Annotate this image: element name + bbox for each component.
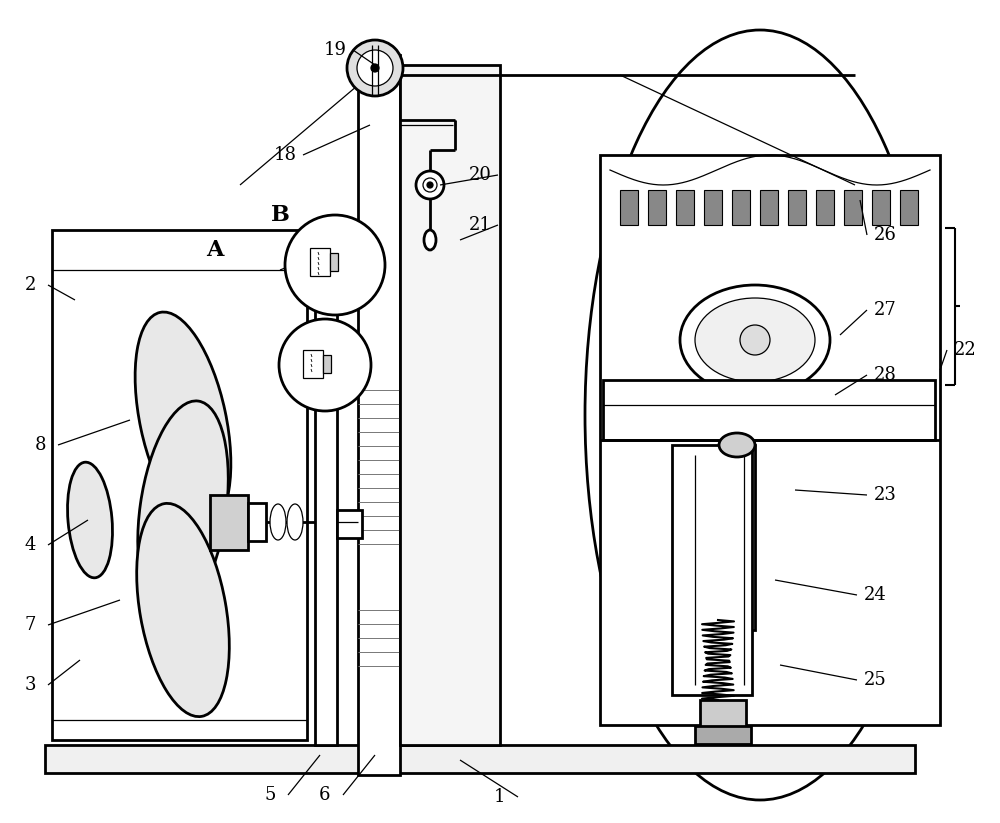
Text: A: A bbox=[206, 239, 224, 261]
Bar bbox=[872, 190, 890, 225]
Circle shape bbox=[740, 325, 770, 355]
Bar bbox=[720, 445, 755, 630]
Text: 25: 25 bbox=[864, 671, 886, 689]
Text: 7: 7 bbox=[24, 616, 36, 634]
Text: 18: 18 bbox=[274, 146, 296, 164]
Ellipse shape bbox=[424, 230, 436, 250]
Bar bbox=[45, 745, 915, 773]
Bar bbox=[844, 190, 862, 225]
Circle shape bbox=[416, 171, 444, 199]
Text: 6: 6 bbox=[319, 786, 331, 804]
Circle shape bbox=[357, 50, 393, 86]
Ellipse shape bbox=[141, 404, 225, 616]
Text: 3: 3 bbox=[24, 676, 36, 694]
Bar bbox=[323, 355, 331, 373]
Text: 8: 8 bbox=[34, 436, 46, 454]
Text: 2: 2 bbox=[24, 276, 36, 294]
Bar bbox=[672, 445, 752, 695]
Text: 28: 28 bbox=[874, 366, 896, 384]
Text: 19: 19 bbox=[324, 41, 347, 59]
Text: 20: 20 bbox=[469, 166, 491, 184]
Text: 5: 5 bbox=[264, 786, 276, 804]
Bar bbox=[210, 495, 248, 550]
Ellipse shape bbox=[140, 506, 226, 714]
Bar bbox=[330, 253, 338, 271]
Bar bbox=[732, 190, 750, 225]
Bar bbox=[310, 248, 330, 276]
Bar bbox=[303, 350, 323, 378]
Circle shape bbox=[285, 215, 385, 315]
Ellipse shape bbox=[138, 401, 228, 619]
Circle shape bbox=[427, 182, 433, 188]
Bar bbox=[676, 190, 694, 225]
Text: 24: 24 bbox=[864, 586, 886, 604]
Text: 23: 23 bbox=[874, 486, 896, 504]
Bar bbox=[358, 55, 400, 775]
Bar bbox=[603, 380, 935, 440]
Ellipse shape bbox=[695, 298, 815, 382]
Text: 27: 27 bbox=[874, 301, 896, 319]
Circle shape bbox=[279, 319, 371, 411]
Ellipse shape bbox=[138, 315, 228, 525]
Circle shape bbox=[347, 40, 403, 96]
Bar bbox=[648, 190, 666, 225]
Bar bbox=[788, 190, 806, 225]
Circle shape bbox=[371, 64, 379, 72]
Bar bbox=[760, 190, 778, 225]
Ellipse shape bbox=[287, 504, 303, 540]
Bar bbox=[695, 726, 751, 744]
Bar bbox=[680, 452, 744, 687]
Ellipse shape bbox=[68, 463, 112, 578]
Bar bbox=[363, 60, 395, 770]
Ellipse shape bbox=[137, 504, 229, 717]
Bar bbox=[704, 190, 722, 225]
Bar bbox=[700, 700, 746, 728]
Bar bbox=[600, 155, 940, 725]
Bar bbox=[248, 503, 266, 541]
Bar bbox=[315, 245, 337, 745]
Ellipse shape bbox=[135, 312, 231, 528]
Bar bbox=[337, 510, 362, 538]
Text: 21: 21 bbox=[469, 216, 491, 234]
Text: 22: 22 bbox=[954, 341, 976, 359]
Text: 26: 26 bbox=[874, 226, 896, 244]
Ellipse shape bbox=[585, 30, 935, 800]
Ellipse shape bbox=[719, 433, 755, 457]
Text: 4: 4 bbox=[24, 536, 36, 554]
Bar bbox=[816, 190, 834, 225]
Bar bbox=[400, 65, 500, 745]
Circle shape bbox=[423, 178, 437, 192]
Ellipse shape bbox=[270, 504, 286, 540]
Text: 1: 1 bbox=[494, 788, 506, 806]
Bar bbox=[900, 190, 918, 225]
Text: B: B bbox=[271, 204, 289, 226]
Bar bbox=[620, 190, 638, 225]
Bar bbox=[52, 230, 307, 740]
Ellipse shape bbox=[680, 285, 830, 395]
